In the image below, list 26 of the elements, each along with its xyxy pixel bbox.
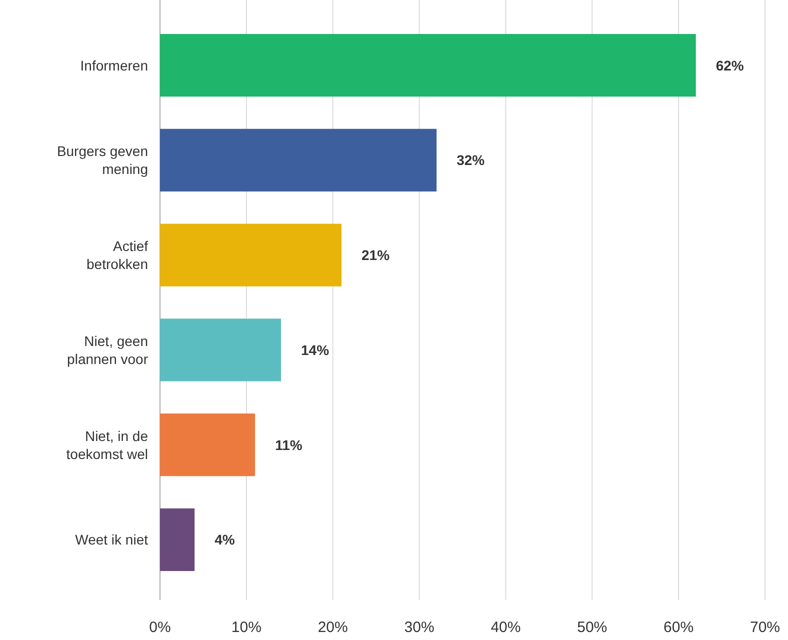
data-label: 21% bbox=[362, 247, 390, 264]
bar bbox=[160, 224, 342, 286]
data-label: 32% bbox=[456, 152, 486, 168]
x-tick-label: 70% bbox=[750, 619, 780, 636]
data-label: 4% bbox=[214, 532, 236, 548]
x-tick-label: 10% bbox=[231, 619, 262, 636]
x-tick-label: 50% bbox=[577, 619, 608, 636]
y-tick-label: Informeren bbox=[80, 57, 148, 74]
x-tick-label: 60% bbox=[664, 619, 694, 636]
y-tick-label: Actief betrokken bbox=[86, 238, 148, 272]
data-label: 11% bbox=[275, 436, 303, 453]
x-tick-label: 40% bbox=[490, 619, 521, 636]
bar bbox=[160, 128, 437, 192]
x-tick-label: 20% bbox=[318, 619, 348, 636]
bar bbox=[160, 414, 256, 476]
y-tick-label: Niet, in de toekomst wel bbox=[66, 428, 148, 462]
y-tick-label: Niet, geen plannen voor bbox=[67, 332, 148, 367]
bar bbox=[160, 318, 281, 382]
bar bbox=[160, 34, 696, 97]
x-tick-label: 30% bbox=[404, 619, 434, 636]
bar bbox=[160, 508, 195, 572]
data-label: 62% bbox=[716, 57, 744, 74]
y-tick-label: Weet ik niet bbox=[75, 532, 148, 548]
data-label: 14% bbox=[301, 342, 330, 358]
y-tick-label: Burgers geven mening bbox=[56, 143, 148, 178]
x-tick-label: 0% bbox=[149, 619, 171, 636]
